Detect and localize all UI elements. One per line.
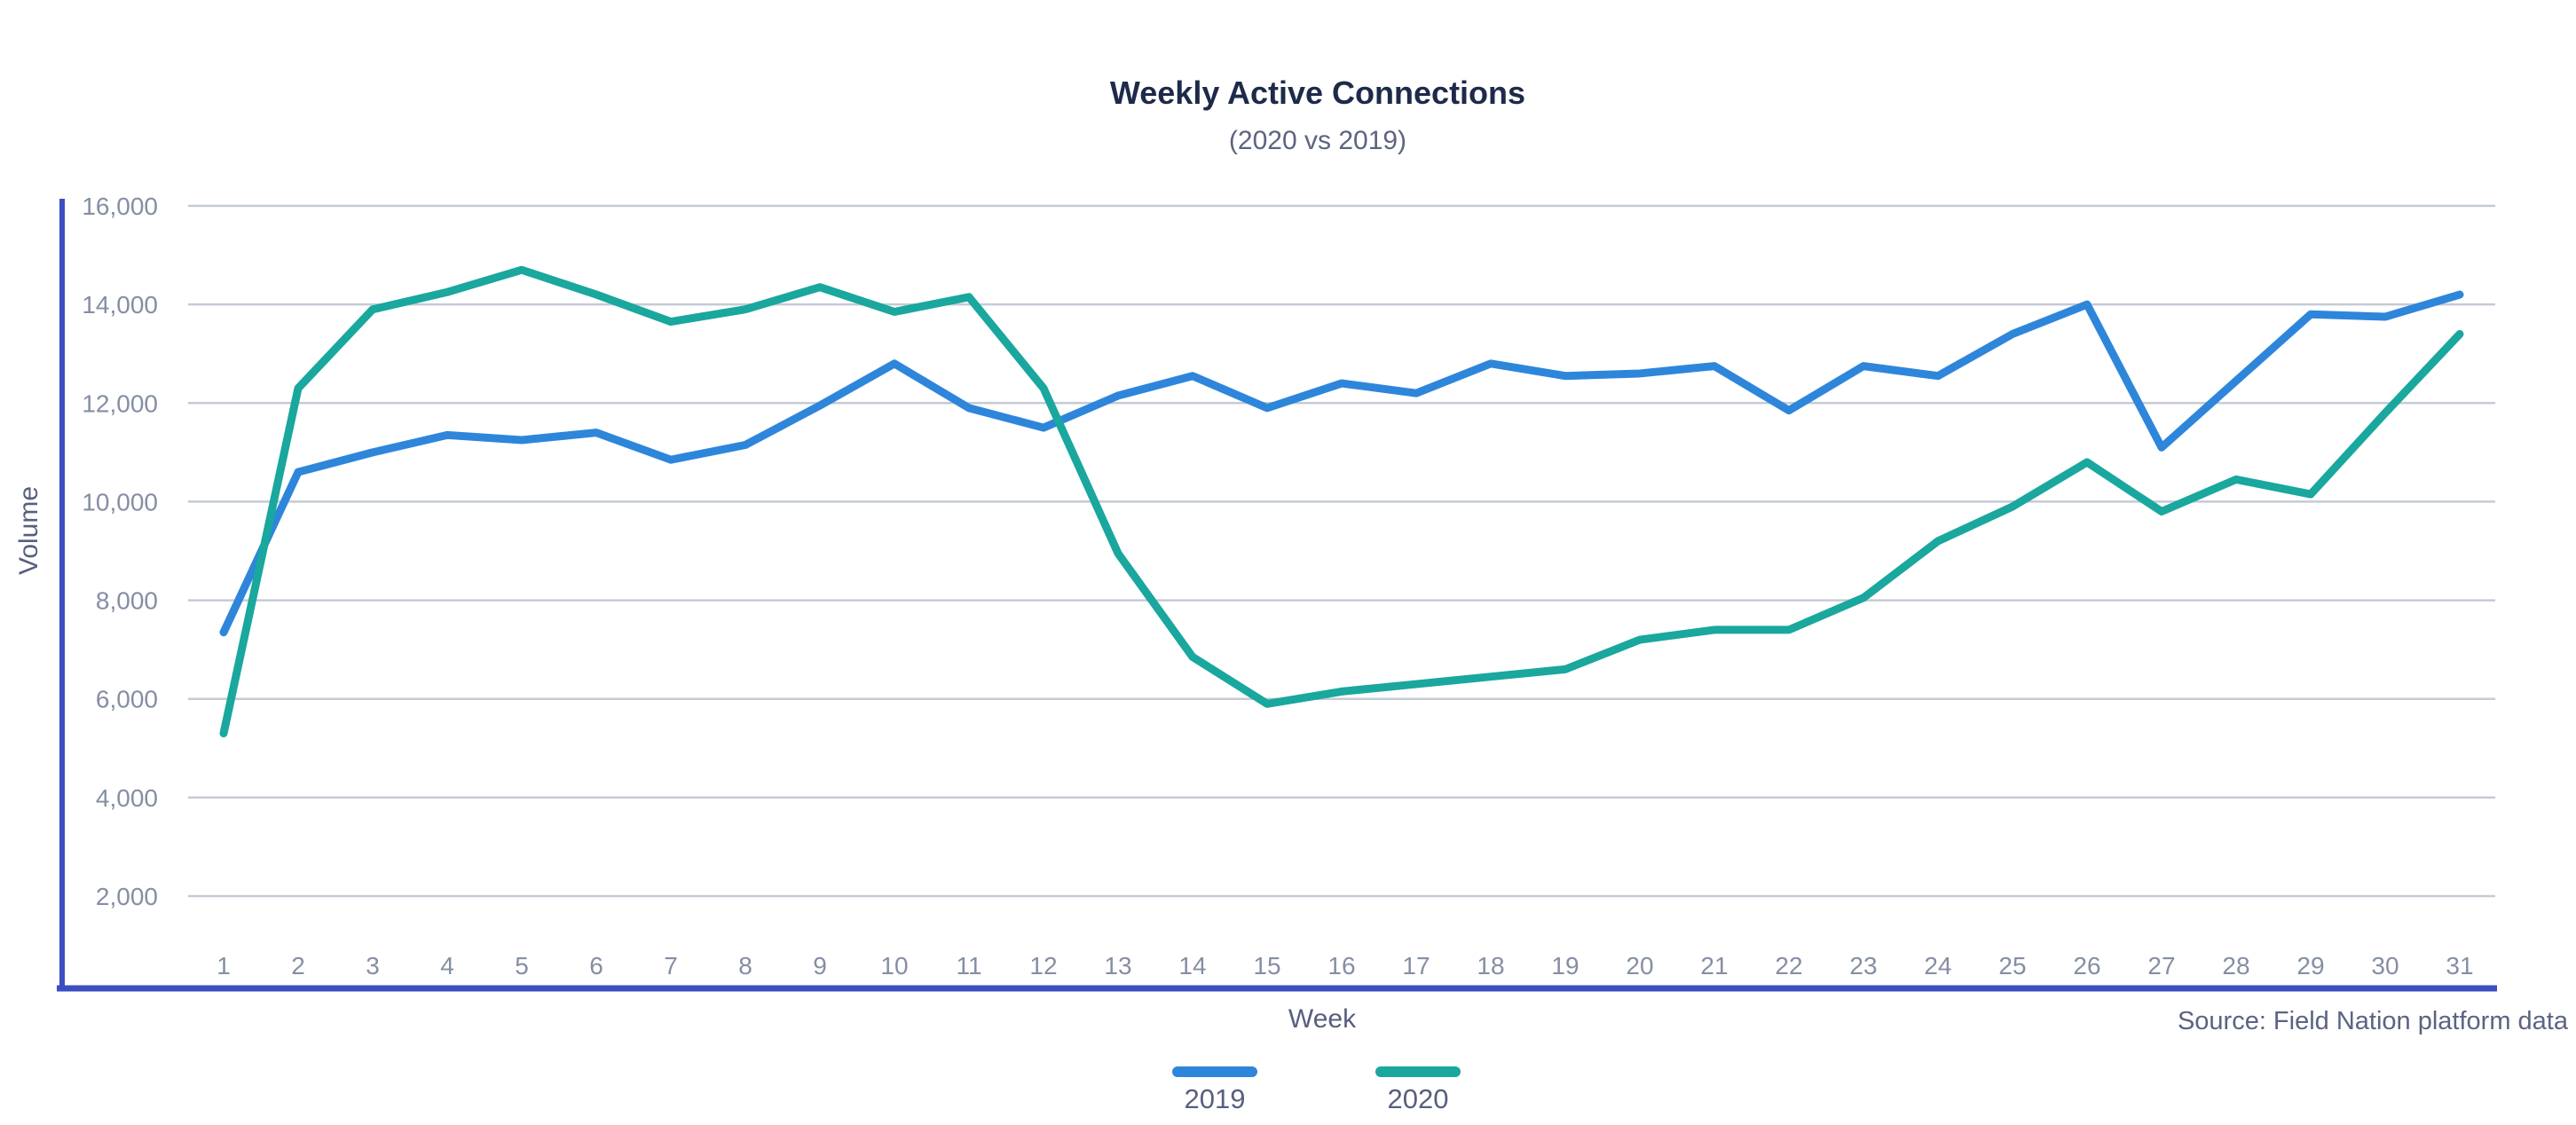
x-tick-label: 20 (1626, 952, 1653, 979)
x-tick-label: 8 (738, 952, 752, 979)
y-tick-label: 6,000 (96, 686, 158, 713)
x-tick-label: 5 (515, 952, 529, 979)
x-tick-label: 18 (1477, 952, 1504, 979)
y-axis-title: Volume (14, 486, 43, 575)
legend-label-2019: 2019 (1185, 1083, 1246, 1114)
x-tick-label: 3 (366, 952, 380, 979)
x-tick-label: 10 (880, 952, 908, 979)
x-tick-label: 22 (1775, 952, 1802, 979)
y-gridlines (188, 204, 2495, 898)
y-tick-label: 12,000 (82, 389, 158, 417)
x-tick-label: 12 (1029, 952, 1057, 979)
x-tick-label: 21 (1700, 952, 1728, 979)
legend-label-2020: 2020 (1388, 1083, 1449, 1114)
x-tick-label: 11 (956, 952, 981, 979)
x-tick-label: 30 (2371, 952, 2399, 979)
x-tick-label: 16 (1327, 952, 1355, 979)
source-note: Source: Field Nation platform data (2178, 1007, 2569, 1035)
series-line-2020 (219, 265, 2464, 738)
x-tick-label: 6 (589, 952, 603, 979)
x-tick-label: 19 (1551, 952, 1579, 979)
y-tick-label: 2,000 (96, 883, 158, 910)
x-tick-label: 9 (813, 952, 827, 979)
y-tick-label: 8,000 (96, 587, 158, 615)
x-tick-label: 24 (1924, 952, 1951, 979)
y-tick-label: 16,000 (82, 193, 158, 220)
x-tick-label: 4 (440, 952, 454, 979)
x-tick-label: 13 (1104, 952, 1131, 979)
legend: 2019 2020 (1172, 1066, 1461, 1114)
x-tick-label: 14 (1178, 952, 1206, 979)
x-tick-label: 27 (2147, 952, 2175, 979)
x-tick-label: 25 (1998, 952, 2026, 979)
y-tick-label: 10,000 (82, 488, 158, 515)
y-tick-labels: 2,000 4,000 6,000 8,000 10,000 12,000 14,000 16… (82, 193, 158, 910)
x-tick-label: 15 (1253, 952, 1280, 979)
x-tick-label: 28 (2222, 952, 2249, 979)
x-tick-label: 23 (1849, 952, 1877, 979)
x-tick-label: 1 (217, 952, 231, 979)
legend-item-2019: 2019 (1172, 1066, 1257, 1114)
x-tick-label: 7 (664, 952, 678, 979)
y-tick-label: 4,000 (96, 784, 158, 812)
series-lines (219, 265, 2464, 738)
legend-item-2020: 2020 (1375, 1066, 1461, 1114)
chart-title: Weekly Active Connections (1110, 75, 1525, 111)
x-tick-label: 31 (2446, 952, 2473, 979)
chart-subtitle: (2020 vs 2019) (1229, 126, 1406, 155)
series-line-2019 (219, 290, 2464, 637)
x-tick-label: 2 (291, 952, 305, 979)
x-tick-label: 26 (2073, 952, 2100, 979)
x-axis-title: Week (1288, 1004, 1357, 1034)
x-tick-label: 17 (1402, 952, 1430, 979)
x-tick-label: 29 (2296, 952, 2324, 979)
y-tick-label: 14,000 (82, 291, 158, 319)
x-tick-labels: 1 2 3 4 5 6 7 8 9 10 11 12 13 14 15 16 17 18 19 20 21 22 23 24 2… (217, 952, 2473, 979)
